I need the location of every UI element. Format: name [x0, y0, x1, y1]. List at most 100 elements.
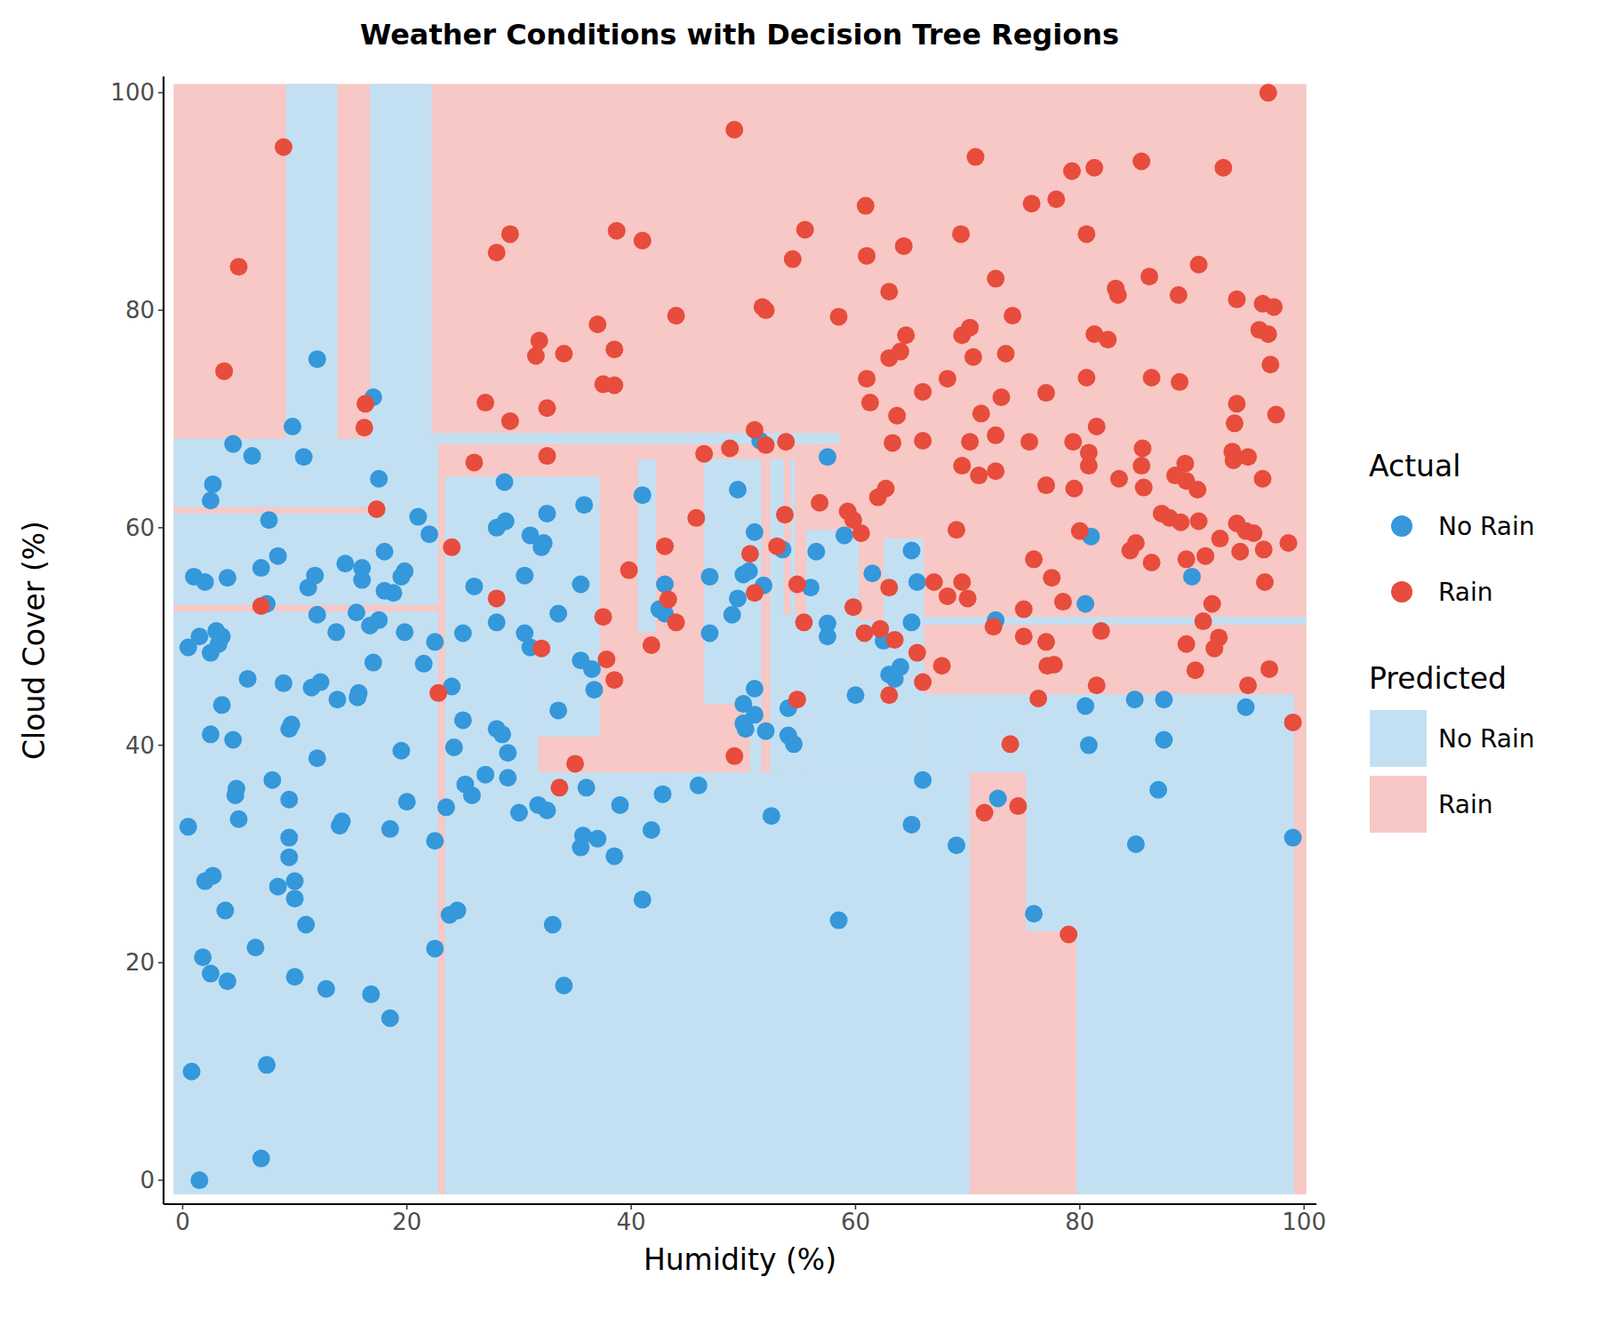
point — [312, 673, 330, 692]
point — [810, 494, 829, 512]
point — [1209, 628, 1228, 647]
point — [510, 803, 528, 822]
point — [381, 820, 400, 839]
point — [986, 270, 1005, 288]
x-tick-label: 100 — [1281, 1208, 1327, 1236]
point — [1284, 829, 1303, 848]
point — [1259, 325, 1278, 344]
y-tick — [158, 1179, 164, 1182]
region — [806, 620, 924, 773]
point — [818, 448, 837, 466]
point — [947, 520, 966, 539]
point — [776, 432, 795, 451]
point — [280, 829, 298, 848]
legend-marker — [1391, 581, 1413, 603]
point — [537, 504, 556, 523]
point — [408, 508, 427, 527]
point — [1190, 512, 1208, 531]
point — [530, 331, 549, 350]
point — [227, 780, 246, 799]
point — [252, 1150, 271, 1168]
point — [857, 369, 876, 388]
point — [633, 890, 652, 909]
point — [1126, 690, 1144, 709]
region — [286, 84, 338, 440]
point — [1064, 480, 1083, 498]
point — [257, 1056, 276, 1074]
point — [846, 686, 864, 704]
point — [1037, 476, 1056, 495]
point — [243, 447, 262, 465]
point — [352, 571, 371, 590]
point — [1110, 470, 1128, 488]
point — [356, 394, 375, 413]
point — [1063, 161, 1081, 180]
point — [1259, 83, 1278, 102]
point — [577, 778, 596, 797]
point — [757, 436, 776, 455]
point — [317, 980, 336, 999]
point — [886, 631, 904, 649]
point — [1024, 550, 1043, 568]
point — [527, 346, 545, 365]
point — [1169, 286, 1188, 304]
series-points — [179, 350, 1303, 1190]
point — [1171, 513, 1190, 532]
point — [1196, 547, 1215, 566]
point — [852, 524, 871, 543]
point — [1143, 553, 1161, 572]
point — [1132, 456, 1151, 475]
point — [476, 393, 495, 412]
point — [768, 537, 786, 556]
point — [1214, 159, 1232, 177]
region — [1025, 694, 1077, 932]
point — [201, 491, 220, 510]
point — [1088, 676, 1106, 695]
point — [757, 722, 776, 741]
point — [1045, 656, 1064, 674]
point — [296, 916, 315, 935]
point — [286, 968, 304, 986]
point — [1008, 797, 1027, 816]
point — [209, 635, 228, 654]
point — [286, 872, 304, 891]
point — [667, 613, 686, 632]
point — [368, 500, 386, 519]
point — [1077, 224, 1096, 243]
point — [913, 771, 932, 790]
point — [830, 912, 848, 930]
legend-swatch — [1369, 776, 1427, 833]
point — [361, 985, 380, 1004]
point — [633, 232, 652, 250]
region — [173, 438, 439, 1194]
point — [633, 486, 652, 504]
point — [856, 624, 874, 643]
point — [1085, 159, 1104, 177]
point — [463, 786, 481, 805]
y-tick-label: 20 — [125, 949, 155, 976]
point — [252, 597, 271, 616]
point — [818, 627, 837, 646]
point — [554, 976, 573, 995]
point — [1154, 690, 1173, 709]
point — [741, 544, 760, 563]
legend-swatch — [1369, 710, 1427, 768]
point — [667, 306, 686, 325]
point — [1132, 152, 1151, 170]
point — [1001, 735, 1020, 753]
point — [1020, 432, 1039, 451]
point — [476, 766, 495, 784]
point — [501, 224, 520, 243]
point — [269, 547, 288, 566]
point — [986, 426, 1005, 445]
point — [425, 939, 444, 958]
point — [938, 369, 957, 388]
region — [923, 694, 970, 773]
point — [896, 326, 915, 344]
point — [891, 343, 910, 361]
plot-area — [173, 83, 1306, 1195]
point — [1135, 479, 1153, 497]
point — [215, 362, 233, 381]
point — [395, 562, 414, 581]
point — [1109, 286, 1128, 304]
